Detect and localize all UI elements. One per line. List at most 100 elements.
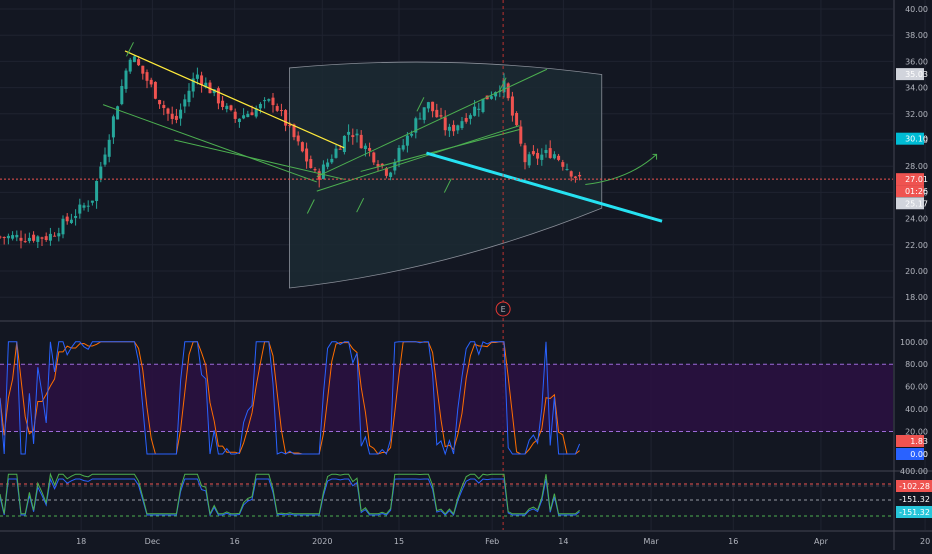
candle-body	[359, 134, 363, 149]
candle-body	[128, 59, 132, 72]
candle-body	[57, 233, 61, 237]
candle-body	[179, 109, 183, 119]
candle-body	[502, 80, 506, 93]
curved-arrow-icon	[356, 197, 365, 213]
candle-body	[229, 105, 233, 111]
candle-body	[351, 135, 355, 137]
candle-body	[464, 117, 468, 122]
trendline-yellow	[124, 50, 345, 149]
candle-body	[422, 107, 426, 120]
candle-body	[233, 111, 237, 119]
candle-body	[372, 152, 376, 163]
candle-body	[11, 235, 15, 239]
candle-body	[363, 145, 367, 150]
candle-body	[267, 99, 271, 101]
candle-body	[204, 82, 208, 88]
candle-body	[540, 154, 544, 160]
time-tick-label: 14	[558, 537, 568, 546]
candle-body	[221, 100, 225, 107]
candle-body	[103, 154, 107, 165]
curved-arrow-icon	[126, 42, 134, 57]
candle-body	[153, 81, 157, 99]
price-tick-label: 28.00	[905, 162, 928, 171]
earnings-event-icon	[495, 301, 511, 317]
candle-body	[2, 237, 6, 239]
trendline-green	[316, 68, 548, 178]
candle-body	[426, 102, 430, 109]
candle-body	[439, 115, 443, 117]
candle-body	[557, 155, 561, 160]
candle-body	[48, 233, 52, 241]
candle-body	[15, 234, 19, 238]
candle-body	[389, 172, 393, 177]
candle-body	[69, 219, 73, 223]
candle-body	[460, 121, 464, 129]
candle-body	[95, 180, 99, 202]
candle-body	[578, 174, 582, 177]
osc-badge-label: -151.32	[899, 508, 930, 517]
time-tick-label: Feb	[485, 537, 499, 546]
time-tick-label: 18	[76, 537, 86, 546]
candle-body	[19, 237, 23, 241]
candle-body	[447, 126, 451, 131]
candle-body	[36, 236, 40, 242]
trendline-green	[102, 104, 317, 183]
time-tick-label: 2020	[312, 537, 332, 546]
price-tick-label: 36.00	[905, 57, 928, 66]
price-badge-label: 01:26	[905, 187, 928, 196]
candle-body	[246, 113, 250, 118]
candle-body	[376, 164, 380, 167]
candle-body	[334, 148, 338, 158]
candle-body	[237, 118, 241, 123]
candle-body	[149, 79, 153, 85]
candle-body	[519, 126, 523, 144]
time-tick-label: 20	[920, 537, 930, 546]
osc-badge	[896, 493, 932, 505]
candle-body	[258, 103, 262, 109]
time-tick-label: Dec	[145, 537, 160, 546]
stoch-d-line	[0, 341, 580, 455]
candle-body	[380, 163, 384, 166]
candle-body	[569, 171, 573, 177]
candle-body	[309, 159, 313, 169]
stoch-badge	[896, 448, 924, 460]
candle-body	[191, 78, 195, 92]
candle-body	[414, 118, 418, 133]
candle-body	[212, 89, 216, 94]
price-badge	[896, 132, 924, 145]
osc-signal-line	[0, 477, 580, 517]
regression-channel	[289, 61, 603, 289]
stoch-band	[0, 364, 893, 432]
candle-body	[305, 148, 309, 162]
trendline-green	[174, 139, 345, 180]
price-tick-label: 20.00	[905, 267, 928, 276]
osc-badge	[896, 480, 932, 492]
candle-body	[53, 235, 57, 237]
candle-body	[145, 72, 149, 81]
candle-body	[342, 135, 346, 153]
candle-body	[468, 115, 472, 119]
candle-body	[86, 205, 90, 207]
candle-body	[216, 88, 220, 104]
candle-body	[61, 218, 65, 235]
osc-badge-label: -102.28	[899, 482, 930, 491]
time-tick-label: 15	[394, 537, 404, 546]
price-badge-label: 25.17	[905, 199, 928, 208]
candle-body	[347, 131, 351, 135]
stoch-badge	[896, 435, 924, 447]
candle-body	[78, 204, 82, 214]
candle-body	[271, 97, 275, 106]
time-tick-label: Apr	[814, 537, 829, 546]
candle-body	[565, 168, 569, 170]
candle-body	[410, 133, 414, 136]
price-tick-label: 22.00	[905, 241, 928, 250]
candle-body	[510, 96, 514, 116]
candle-body	[355, 133, 359, 136]
candle-body	[431, 101, 435, 112]
candle-body	[158, 100, 162, 105]
candle-body	[166, 108, 170, 114]
price-badge	[896, 173, 924, 186]
candle-body	[435, 109, 439, 118]
